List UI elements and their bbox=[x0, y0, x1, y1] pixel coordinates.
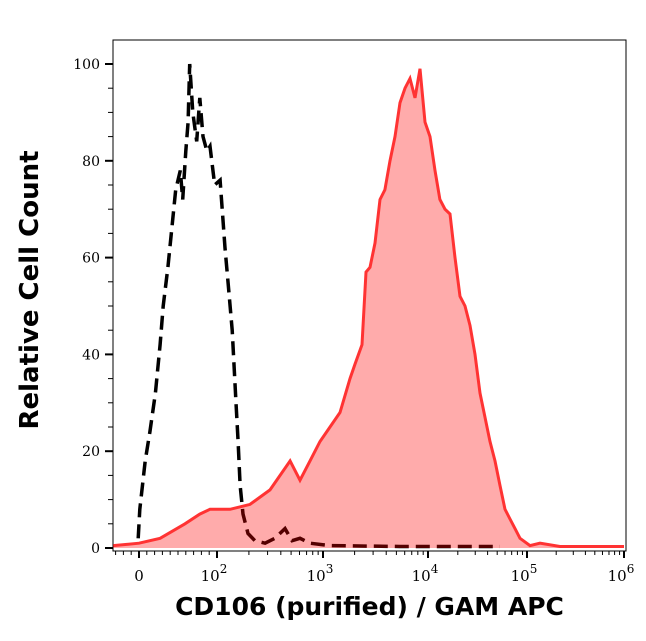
y-tick-label: 80 bbox=[82, 154, 100, 170]
y-tick-label: 20 bbox=[82, 444, 100, 460]
x-axis-label: CD106 (purified) / GAM APC bbox=[175, 592, 564, 621]
x-tick-label: 105 bbox=[511, 562, 538, 585]
y-axis-label: Relative Cell Count bbox=[15, 150, 45, 430]
x-tick-label: 106 bbox=[608, 562, 635, 585]
x-tick-label: 0 bbox=[134, 567, 144, 585]
control-series-line bbox=[136, 63, 500, 549]
y-tick-label: 100 bbox=[73, 57, 100, 73]
stained-series-line bbox=[113, 68, 624, 548]
y-tick-label: 0 bbox=[91, 541, 100, 557]
plot-frame bbox=[112, 39, 627, 552]
x-tick-label: 102 bbox=[201, 562, 228, 585]
x-tick-label: 104 bbox=[412, 562, 439, 585]
y-tick-label: 40 bbox=[82, 347, 100, 363]
stained-series-fill bbox=[113, 68, 624, 549]
x-tick-label: 103 bbox=[307, 562, 334, 585]
y-tick-label: 60 bbox=[82, 251, 100, 267]
